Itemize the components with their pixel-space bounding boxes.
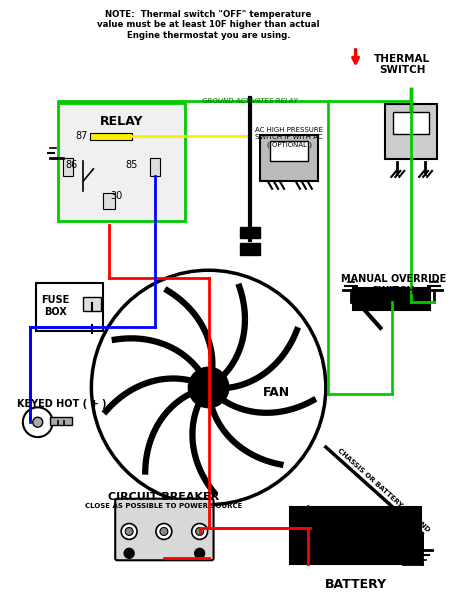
Bar — [91, 133, 132, 140]
Circle shape — [125, 528, 133, 535]
Bar — [240, 227, 260, 238]
Bar — [385, 104, 437, 159]
Text: AC HIGH PRESSURE
SWITCH IF WITH AC
( OPTIONAL ): AC HIGH PRESSURE SWITCH IF WITH AC ( OPT… — [255, 128, 323, 148]
Bar — [290, 506, 421, 564]
FancyBboxPatch shape — [115, 499, 214, 560]
Text: 85: 85 — [125, 160, 137, 170]
Text: FUSE
BOX: FUSE BOX — [42, 295, 70, 317]
Bar — [353, 288, 430, 310]
Circle shape — [160, 528, 168, 535]
Circle shape — [121, 524, 137, 539]
Text: NOTE:  Thermal switch "OFF" temperature
value must be at least 10F higher than a: NOTE: Thermal switch "OFF" temperature v… — [97, 10, 320, 40]
Text: CIRCUIT BREAKER: CIRCUIT BREAKER — [109, 492, 219, 502]
Text: -: - — [400, 503, 406, 517]
Circle shape — [196, 528, 204, 535]
Circle shape — [195, 549, 205, 558]
Text: BATTERY: BATTERY — [325, 578, 387, 591]
Bar — [270, 141, 308, 161]
Bar — [103, 192, 115, 208]
Circle shape — [191, 524, 208, 539]
Bar — [63, 158, 73, 176]
Text: KEYED HOT ( + ): KEYED HOT ( + ) — [17, 400, 106, 409]
Text: CHASSIS OR BATTERY GROUND: CHASSIS OR BATTERY GROUND — [337, 447, 431, 533]
Bar — [393, 112, 429, 134]
Circle shape — [124, 549, 134, 558]
Bar — [36, 283, 103, 331]
Text: 86: 86 — [65, 160, 78, 170]
Circle shape — [33, 417, 43, 427]
Text: 87: 87 — [75, 131, 88, 141]
Bar — [260, 135, 318, 181]
Text: FAN: FAN — [263, 386, 291, 399]
Bar — [150, 158, 160, 176]
Text: 30: 30 — [110, 191, 122, 200]
Text: RELAY: RELAY — [100, 115, 143, 128]
Text: GROUND ACTIVATES RELAY: GROUND ACTIVATES RELAY — [202, 99, 298, 104]
Text: MANUAL OVERRIDE
SWITCH: MANUAL OVERRIDE SWITCH — [341, 274, 446, 296]
Bar — [50, 417, 72, 425]
Bar — [58, 104, 185, 221]
Bar — [83, 297, 101, 311]
Text: CLOSE AS POSSIBLE TO POWER SOURCE: CLOSE AS POSSIBLE TO POWER SOURCE — [85, 503, 243, 509]
Text: +: + — [301, 503, 314, 517]
Circle shape — [189, 368, 228, 407]
Text: THERMAL
SWITCH: THERMAL SWITCH — [374, 54, 430, 75]
Bar — [240, 243, 260, 256]
Circle shape — [23, 407, 53, 437]
Circle shape — [156, 524, 172, 539]
